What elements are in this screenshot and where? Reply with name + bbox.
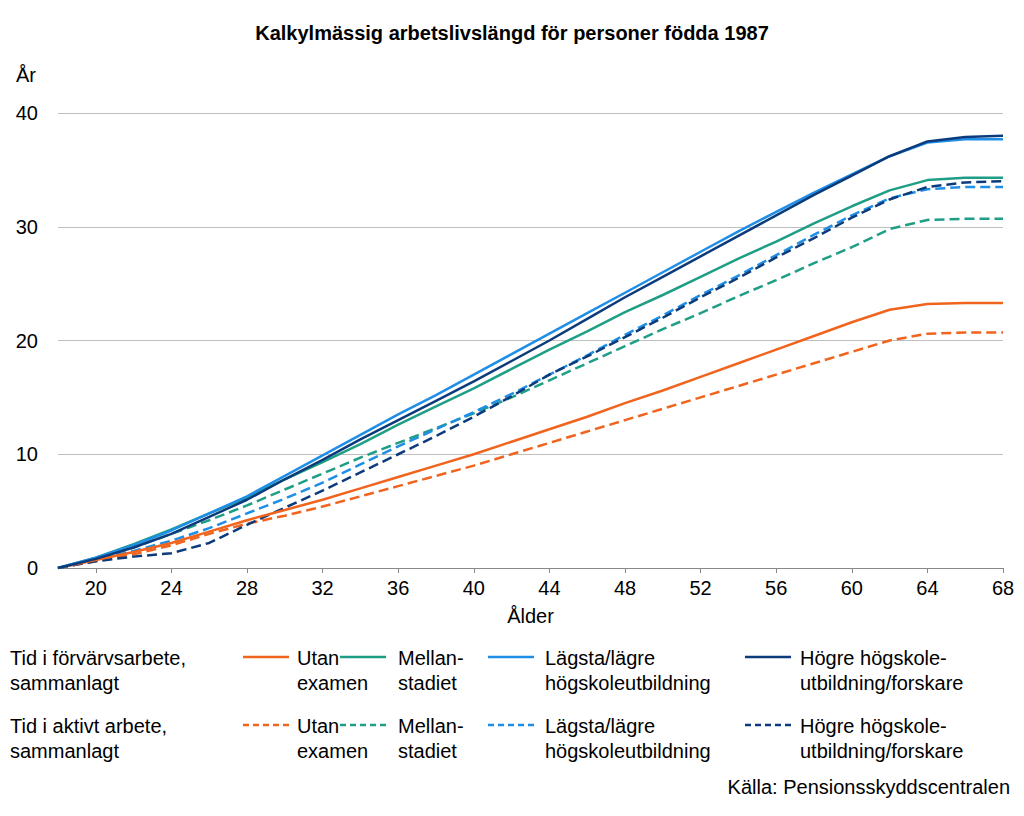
svg-text:56: 56 — [765, 577, 787, 599]
svg-text:Ålder: Ålder — [507, 605, 554, 627]
svg-text:20: 20 — [16, 330, 38, 352]
svg-text:högskoleutbildning: högskoleutbildning — [545, 672, 711, 694]
svg-text:Högre högskole-: Högre högskole- — [800, 715, 947, 737]
svg-text:10: 10 — [16, 443, 38, 465]
svg-text:44: 44 — [538, 577, 560, 599]
svg-text:52: 52 — [689, 577, 711, 599]
svg-text:Tid i förvärvsarbete,: Tid i förvärvsarbete, — [10, 647, 186, 669]
svg-text:sammanlagt: sammanlagt — [10, 672, 119, 694]
svg-text:examen: examen — [297, 672, 368, 694]
svg-text:60: 60 — [841, 577, 863, 599]
svg-text:stadiet: stadiet — [398, 672, 457, 694]
svg-text:Källa: Pensionsskyddscentralen: Källa: Pensionsskyddscentralen — [728, 776, 1010, 798]
svg-text:40: 40 — [16, 102, 38, 124]
svg-text:68: 68 — [992, 577, 1014, 599]
svg-text:Högre högskole-: Högre högskole- — [800, 647, 947, 669]
svg-text:28: 28 — [236, 577, 258, 599]
svg-text:24: 24 — [160, 577, 182, 599]
svg-text:stadiet: stadiet — [398, 740, 457, 762]
svg-text:Mellan-: Mellan- — [398, 647, 464, 669]
svg-text:40: 40 — [463, 577, 485, 599]
svg-text:utbildning/forskare: utbildning/forskare — [800, 672, 963, 694]
svg-text:36: 36 — [387, 577, 409, 599]
svg-text:0: 0 — [27, 557, 38, 579]
svg-text:högskoleutbildning: högskoleutbildning — [545, 740, 711, 762]
svg-text:20: 20 — [85, 577, 107, 599]
svg-text:Lägsta/lägre: Lägsta/lägre — [545, 715, 655, 737]
svg-text:32: 32 — [311, 577, 333, 599]
svg-text:examen: examen — [297, 740, 368, 762]
svg-text:Kalkylmässig arbetslivslängd f: Kalkylmässig arbetslivslängd för persone… — [255, 22, 769, 44]
svg-text:sammanlagt: sammanlagt — [10, 740, 119, 762]
svg-text:64: 64 — [916, 577, 938, 599]
svg-text:Utan: Utan — [297, 647, 339, 669]
svg-text:utbildning/forskare: utbildning/forskare — [800, 740, 963, 762]
svg-text:Lägsta/lägre: Lägsta/lägre — [545, 647, 655, 669]
svg-text:Utan: Utan — [297, 715, 339, 737]
svg-text:48: 48 — [614, 577, 636, 599]
svg-text:Tid i aktivt arbete,: Tid i aktivt arbete, — [10, 715, 167, 737]
svg-text:Mellan-: Mellan- — [398, 715, 464, 737]
svg-text:30: 30 — [16, 216, 38, 238]
svg-text:År: År — [16, 64, 36, 86]
